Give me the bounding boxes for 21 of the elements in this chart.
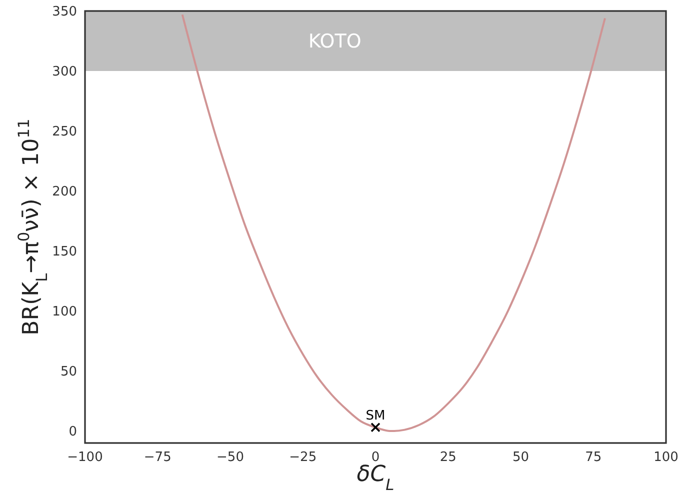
x-tick-label: −50 (216, 450, 244, 465)
x-tick-label: −25 (289, 450, 317, 465)
band-label: KOTO (308, 30, 362, 53)
y-tick-label: 300 (52, 64, 77, 80)
x-tick-label: 100 (654, 450, 678, 465)
x-tick-label: 75 (585, 450, 602, 465)
y-tick-label: 50 (60, 364, 77, 380)
line-series (181, 14, 606, 432)
x-tick-label: 50 (512, 450, 530, 465)
x-tick-label: 25 (440, 450, 456, 465)
x-tick-label: −75 (144, 450, 172, 465)
y-tick-label: 250 (52, 124, 77, 140)
y-tick-label: 350 (52, 4, 77, 20)
x-axis-title: δC$_{L}$ (356, 462, 394, 494)
x-tick-label: −100 (67, 450, 103, 465)
annotation: SM (366, 408, 386, 424)
y-tick-label: 100 (52, 304, 77, 320)
y-tick-label: 0 (68, 424, 77, 440)
x-tick-label: 0 (371, 450, 380, 465)
y-tick-label: 150 (52, 244, 77, 260)
y-tick-label: 200 (52, 184, 77, 200)
